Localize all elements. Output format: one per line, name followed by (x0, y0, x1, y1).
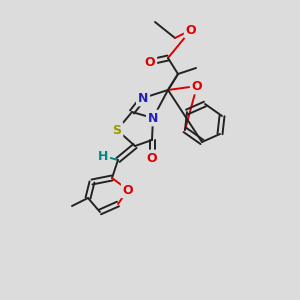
Text: N: N (138, 92, 148, 104)
Text: O: O (145, 56, 155, 68)
Text: S: S (112, 124, 122, 136)
Text: O: O (147, 152, 157, 164)
Text: O: O (192, 80, 202, 92)
Text: N: N (148, 112, 158, 124)
Text: O: O (123, 184, 133, 196)
Text: H: H (98, 149, 108, 163)
Text: O: O (186, 23, 196, 37)
